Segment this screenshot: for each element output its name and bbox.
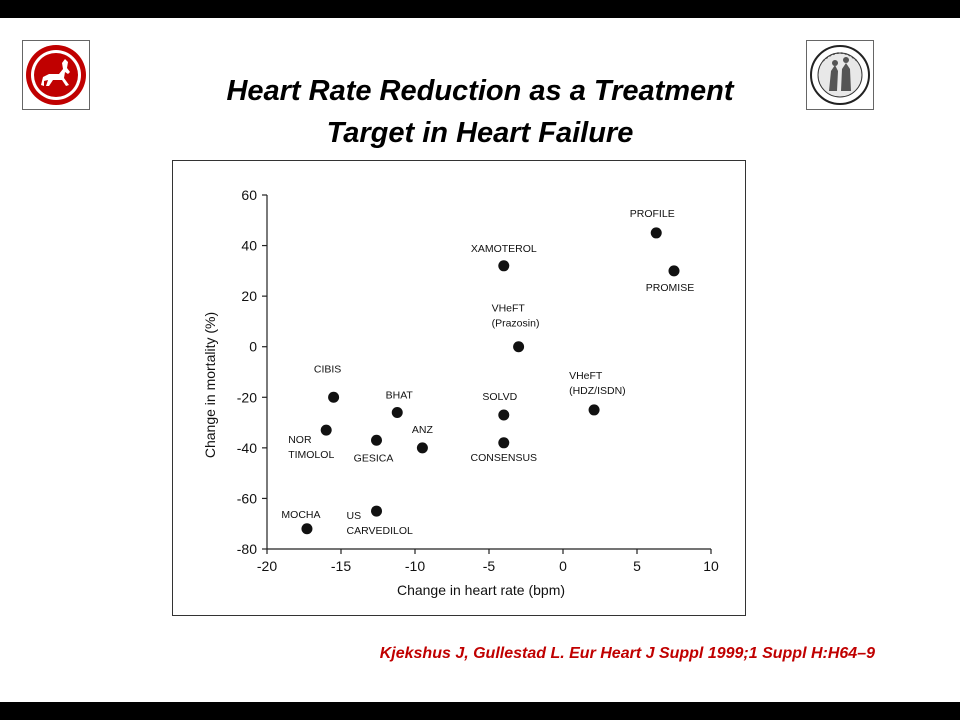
x-tick-label: 0 xyxy=(559,558,567,574)
data-point xyxy=(498,409,510,421)
y-tick-label: -60 xyxy=(237,490,257,506)
data-point xyxy=(391,406,403,418)
point-label: PROMISE xyxy=(646,282,694,294)
data-point xyxy=(498,437,510,449)
point-label: US CARVEDILOL xyxy=(347,510,413,537)
point-label: NOR TIMOLOL xyxy=(288,434,334,461)
x-tick-label: 10 xyxy=(703,558,719,574)
point-label: VHeFT (Prazosin) xyxy=(492,303,540,330)
y-axis-label: Change in mortality (%) xyxy=(202,312,218,458)
slide-title-line-1: Heart Rate Reduction as a Treatment xyxy=(226,75,734,107)
y-tick-label: -40 xyxy=(237,440,257,456)
x-tick-label: -20 xyxy=(257,558,277,574)
slide-title-line-2: Target in Heart Failure xyxy=(326,117,634,149)
data-point xyxy=(513,341,525,353)
y-tick-label: -20 xyxy=(237,389,257,405)
scatter-chart: -80 -60 -40 -20 0 20 40 60 -20 -15 -10 -5 0 5 10 Change… xyxy=(202,187,719,598)
point-label: XAMOTEROL xyxy=(471,243,537,255)
y-tick-label: 40 xyxy=(241,238,257,254)
point-label: CONSENSUS xyxy=(471,452,538,464)
point-label: ANZ xyxy=(412,424,434,436)
data-point xyxy=(650,227,662,239)
point-label: PROFILE xyxy=(630,208,675,220)
centaur-seal-icon xyxy=(26,45,86,105)
y-tick-label: 0 xyxy=(249,339,257,355)
chart-frame: -80 -60 -40 -20 0 20 40 60 -20 -15 -10 -5 0 5 10 Change… xyxy=(172,160,746,616)
data-point xyxy=(416,442,428,454)
left-logo xyxy=(22,40,90,110)
data-point xyxy=(320,424,332,436)
top-black-bar xyxy=(0,0,960,18)
data-point xyxy=(668,265,680,277)
y-tick-label: 60 xyxy=(241,187,257,203)
y-tick-label: -80 xyxy=(237,541,257,557)
point-label: BHAT xyxy=(386,389,414,401)
data-point xyxy=(301,523,313,535)
x-tick-label: -15 xyxy=(331,558,351,574)
point-label: GESICA xyxy=(354,452,394,464)
university-seal-icon xyxy=(810,45,870,105)
data-point xyxy=(498,260,510,272)
point-label: VHeFT (HDZ/ISDN) xyxy=(569,370,626,397)
citation: Kjekshus J, Gullestad L. Eur Heart J Sup… xyxy=(379,645,875,662)
x-tick-label: 5 xyxy=(633,558,641,574)
x-axis-label: Change in heart rate (bpm) xyxy=(397,582,565,598)
point-label: SOLVD xyxy=(482,391,517,403)
data-point xyxy=(371,505,383,517)
x-tick-label: -10 xyxy=(405,558,425,574)
data-point xyxy=(328,391,340,403)
bottom-black-bar xyxy=(0,702,960,720)
right-logo xyxy=(806,40,874,110)
x-tick-label: -5 xyxy=(483,558,496,574)
point-label: MOCHA xyxy=(281,509,320,521)
data-point xyxy=(371,434,383,446)
data-point xyxy=(588,404,600,416)
y-tick-label: 20 xyxy=(241,288,257,304)
point-label: CIBIS xyxy=(314,363,341,375)
